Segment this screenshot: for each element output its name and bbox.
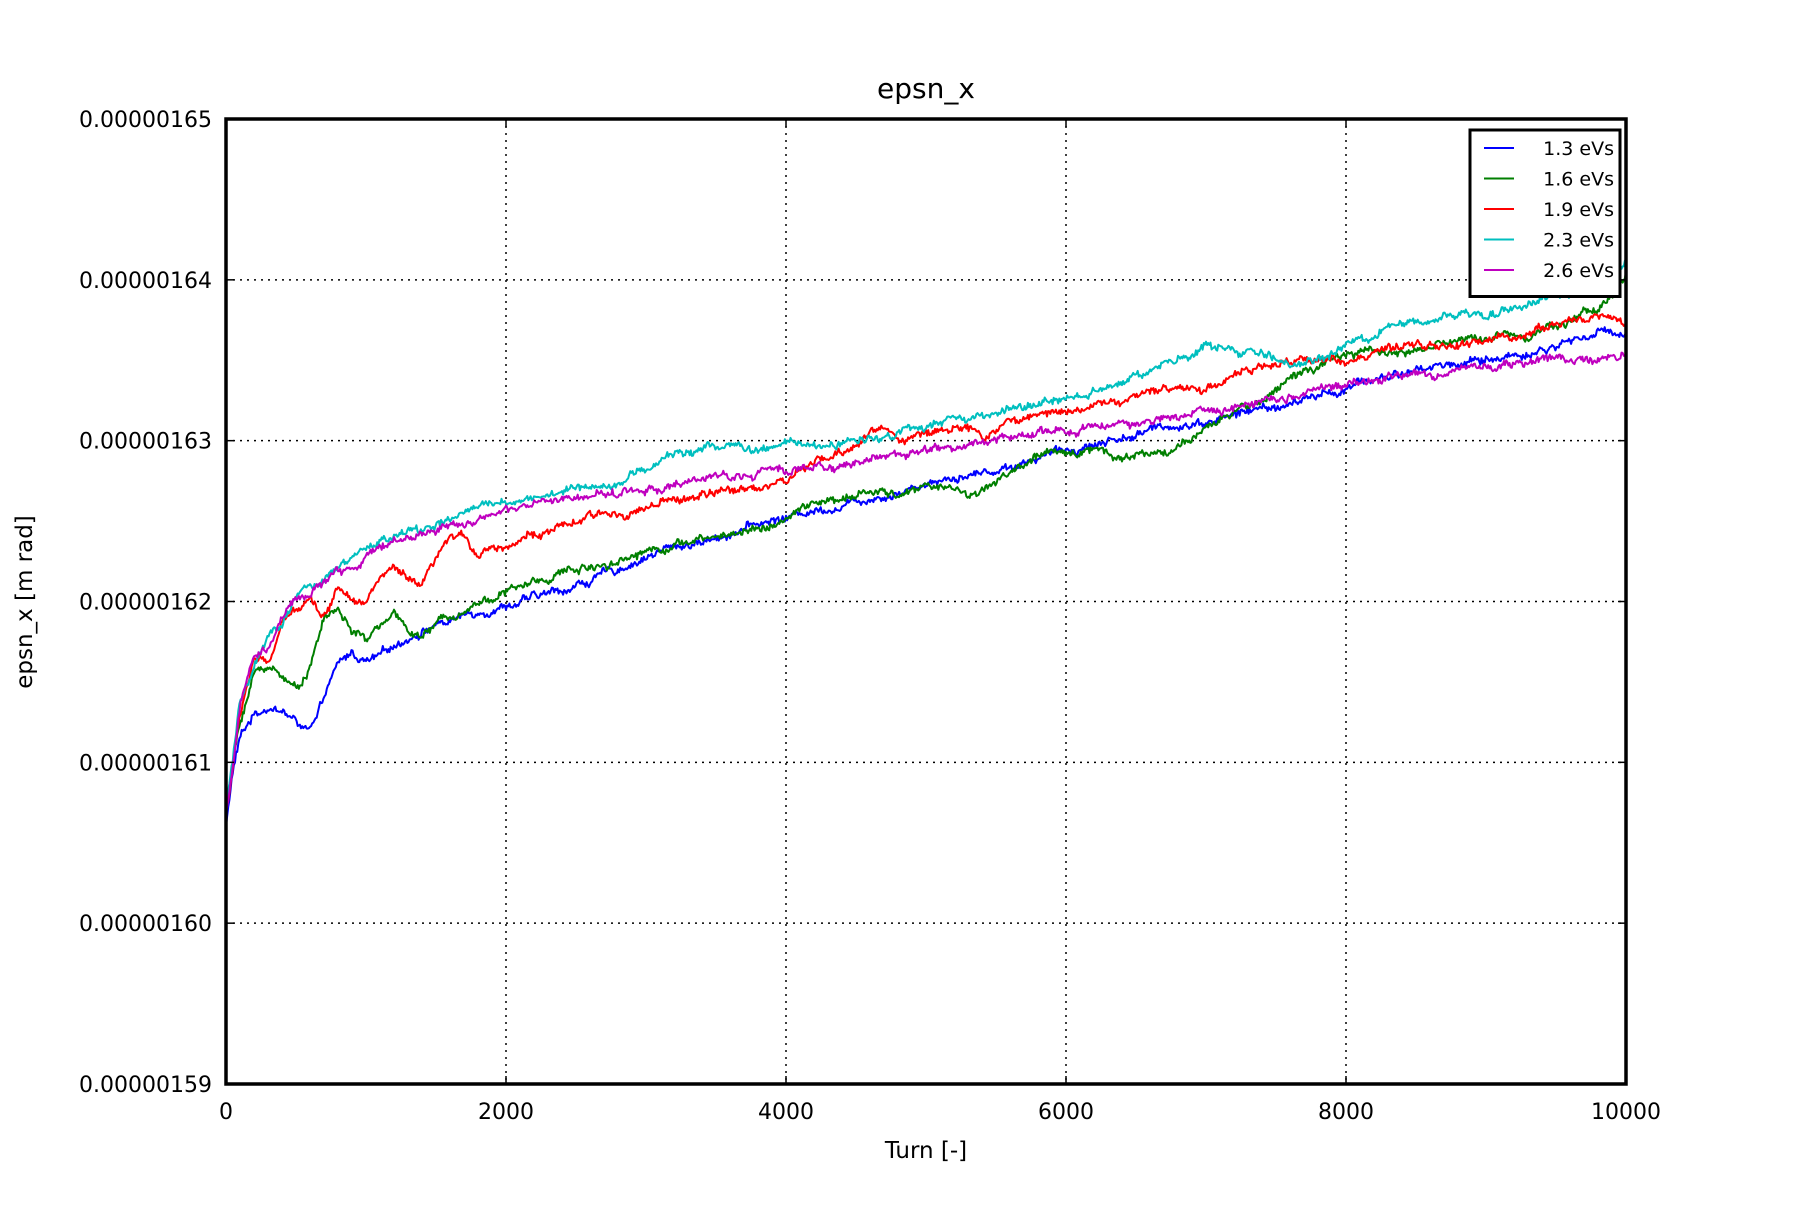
y-tick-label: 0.00000165 — [79, 108, 212, 133]
x-tick-label: 10000 — [1591, 1100, 1661, 1125]
legend: 1.3 eVs 1.6 eVs 1.9 eVs 2.3 eVs 2.6 eVs — [1468, 128, 1622, 298]
y-tick-label: 0.00000162 — [79, 591, 212, 616]
series-line-1 — [225, 326, 1627, 827]
y-tick-label: 0.00000159 — [79, 1073, 212, 1098]
legend-label: 2.3 eVs — [1543, 230, 1614, 252]
grid — [226, 119, 1626, 1084]
x-tick-label: 0 — [219, 1100, 233, 1125]
series-line-4 — [225, 259, 1627, 808]
legend-label: 2.6 eVs — [1543, 260, 1614, 282]
y-tick-label: 0.00000160 — [79, 912, 212, 937]
y-tick-label: 0.00000164 — [79, 269, 212, 294]
series-line-3 — [225, 313, 1627, 814]
y-tick-label: 0.00000161 — [79, 751, 212, 776]
axis-ticks — [225, 118, 1627, 1085]
y-axis-label: epsn_x [m rad] — [12, 515, 38, 689]
x-tick-label: 2000 — [478, 1100, 534, 1125]
legend-label: 1.3 eVs — [1543, 138, 1614, 160]
y-tick-label: 0.00000163 — [79, 430, 212, 455]
y-tick-labels: 0.00000159 0.00000160 0.00000161 0.00000162… — [79, 108, 212, 1098]
legend-frame — [1468, 128, 1622, 298]
x-tick-label: 8000 — [1318, 1100, 1374, 1125]
chart-title: epsn_x — [877, 72, 975, 105]
x-tick-label: 4000 — [758, 1100, 814, 1125]
x-tick-label: 6000 — [1038, 1100, 1094, 1125]
series-lines — [225, 259, 1627, 827]
series-line-2 — [225, 271, 1627, 811]
x-tick-labels: 0 2000 4000 6000 8000 10000 — [219, 1100, 1661, 1125]
x-axis-label: Turn [-] — [884, 1138, 967, 1164]
legend-label: 1.9 eVs — [1543, 199, 1614, 221]
legend-label: 1.6 eVs — [1543, 169, 1614, 191]
series-line-5 — [225, 351, 1627, 811]
